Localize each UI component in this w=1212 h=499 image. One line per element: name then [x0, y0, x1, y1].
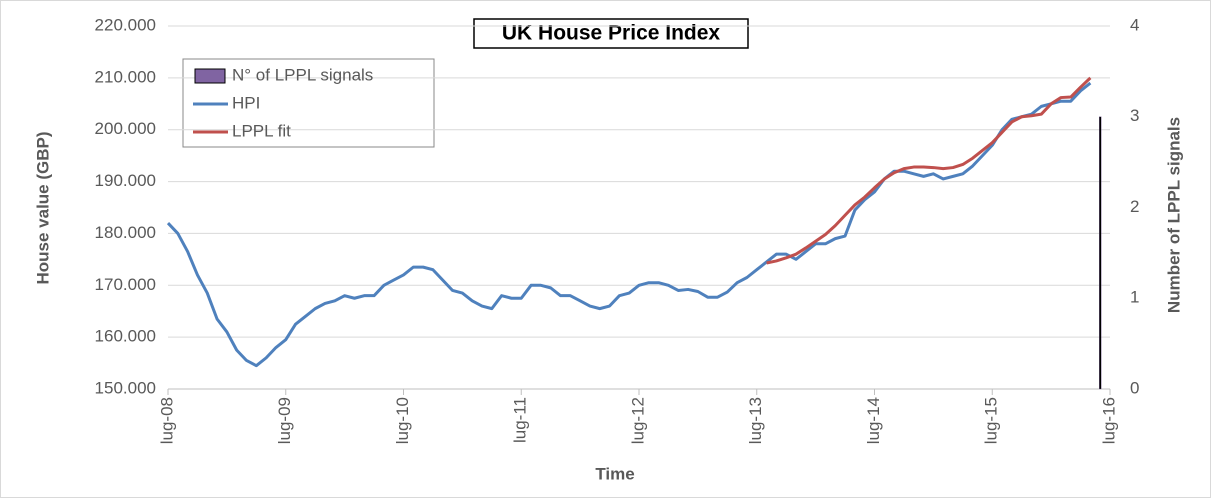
x-tick-label: lug-11 [511, 397, 530, 443]
y2-tick-label: 2 [1130, 197, 1139, 216]
y2-tick-label: 3 [1130, 106, 1139, 125]
y-tick-label: 210.000 [95, 67, 156, 86]
y2-tick-label: 1 [1130, 288, 1139, 307]
y-axis-title: House value (GBP) [33, 131, 52, 284]
x-tick-label: lug-10 [393, 397, 412, 444]
x-tick-label: lug-13 [746, 397, 765, 444]
line-series [166, 81, 1092, 368]
x-tick-label: lug-15 [982, 397, 1001, 444]
y-tick-label: 190.000 [95, 171, 156, 190]
y-tick-label: 160.000 [95, 327, 156, 346]
x-tick-label: lug-09 [275, 397, 294, 444]
x-tick-label: lug-12 [628, 397, 647, 444]
legend-swatch [194, 68, 226, 84]
y-tick-label: 170.000 [95, 275, 156, 294]
y-tick-label: 200.000 [95, 119, 156, 138]
y-tick-label: 220.000 [95, 15, 156, 34]
bar [1099, 116, 1102, 390]
y-tick-label: 180.000 [95, 223, 156, 242]
legend-label: HPI [232, 93, 260, 112]
title-box [473, 18, 749, 49]
line-series [766, 76, 1092, 265]
x-tick-label: lug-16 [1099, 397, 1118, 444]
y2-tick-label: 0 [1130, 378, 1139, 397]
y-tick-label: 150.000 [95, 378, 156, 397]
chart-title: UK House Price Index [502, 22, 721, 45]
x-axis-title: Time [595, 464, 634, 483]
y2-axis-title: Number of LPPL signals [1164, 117, 1183, 313]
y2-tick-label: 4 [1130, 15, 1139, 34]
legend-label: N° of LPPL signals [232, 65, 373, 84]
x-tick-label: lug-08 [157, 397, 176, 444]
x-tick-label: lug-14 [864, 397, 883, 444]
legend-label: LPPL fit [232, 121, 291, 140]
